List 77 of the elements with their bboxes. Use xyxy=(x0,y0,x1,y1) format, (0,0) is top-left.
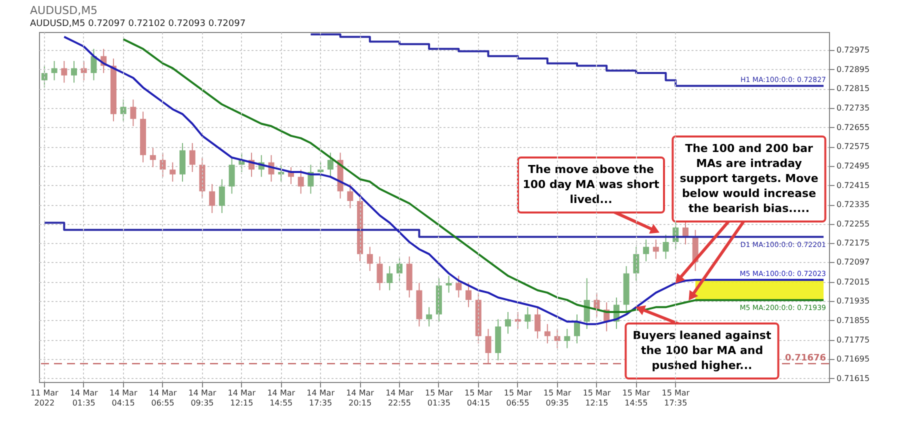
chart-subtitle: AUDUSD,M5 0.72097 0.72102 0.72093 0.72097 xyxy=(30,19,246,29)
x-tick-label: 14 Mar 17:35 xyxy=(306,388,336,408)
candlestick xyxy=(347,184,354,209)
y-tick-label: 0.71775 xyxy=(836,335,870,344)
x-tick-label: 14 Mar 14:55 xyxy=(267,388,296,408)
candlestick xyxy=(298,169,304,194)
candlestick xyxy=(662,234,669,260)
x-tick-label: 14 Mar 12:15 xyxy=(228,388,256,408)
y-tick-label: 0.71615 xyxy=(836,374,870,383)
candlestick xyxy=(218,178,225,214)
candlestick xyxy=(189,142,196,172)
candlestick xyxy=(574,314,580,344)
y-tick-label: 0.72415 xyxy=(836,180,870,190)
candlestick xyxy=(504,312,511,334)
x-tick-label: 11 Mar 2022 xyxy=(30,388,60,408)
y-tick-label: 0.72975 xyxy=(836,46,870,55)
x-tick-label: 14 Mar 09:35 xyxy=(188,388,217,408)
x-tick-label: 14 Mar 20:15 xyxy=(346,388,375,408)
candlestick xyxy=(456,275,462,298)
x-tick-label: 15 Mar 14:55 xyxy=(622,388,651,408)
candlestick xyxy=(327,152,334,178)
y-tick-label: 0.72575 xyxy=(836,142,870,152)
x-tick-label: 14 Mar 06:55 xyxy=(148,388,178,408)
candlestick xyxy=(278,164,284,182)
candlestick xyxy=(150,147,156,168)
y-tick-label: 0.72895 xyxy=(836,64,870,74)
x-tick-label: 14 Mar 01:35 xyxy=(70,388,98,408)
x-tick-label: 15 Mar 06:55 xyxy=(504,388,532,408)
y-tick-label: 0.72097 xyxy=(836,258,870,267)
candlestick xyxy=(61,60,68,84)
y-tick-label: 0.72735 xyxy=(836,104,870,113)
candlestick xyxy=(51,60,58,81)
candlestick xyxy=(544,324,550,344)
candlestick xyxy=(524,306,531,330)
y-tick-label: 0.72015 xyxy=(836,277,870,286)
ref-line-label: 0.71676 xyxy=(785,354,826,364)
x-tick-label: 15 Mar 17:35 xyxy=(662,388,690,408)
y-tick-label: 0.72255 xyxy=(836,219,870,228)
candlestick xyxy=(376,256,383,291)
y-tick-label: 0.71935 xyxy=(836,296,870,306)
candlestick xyxy=(318,162,324,180)
candlestick xyxy=(228,157,235,194)
candlestick xyxy=(514,312,521,330)
y-tick-label: 0.72495 xyxy=(836,161,870,170)
annotation: Buyers leaned against the 100 bar MA and pushed higher... xyxy=(632,329,772,372)
candlestick xyxy=(209,184,216,214)
y-tick-label: 0.71855 xyxy=(836,316,870,325)
x-tick-label: 15 Mar 01:35 xyxy=(425,388,454,408)
chart-title: AUDUSD,M5 xyxy=(30,4,98,17)
candlestick xyxy=(71,60,78,84)
y-tick-label: 0.72815 xyxy=(836,84,870,94)
annotation: The 100 and 200 bar MAs are intraday support targets. Move below would increase the bearish bias..... xyxy=(680,142,818,215)
candlestick xyxy=(366,246,373,272)
candlestick xyxy=(534,306,541,340)
candlestick xyxy=(130,99,136,127)
candlestick xyxy=(80,60,87,81)
x-tick-label: 14 Mar 22:55 xyxy=(386,388,414,408)
candlestick xyxy=(386,266,393,291)
x-tick-label: 15 Mar 12:15 xyxy=(582,388,612,408)
candlestick xyxy=(446,275,452,294)
x-tick-label: 14 Mar 04:15 xyxy=(109,388,138,408)
candlestick xyxy=(466,282,472,308)
x-tick-label: 15 Mar 09:35 xyxy=(543,388,572,408)
y-tick-label: 0.72175 xyxy=(836,238,870,248)
y-tick-label: 0.71695 xyxy=(836,354,870,364)
annotation: The move above the 100 day MA was short lived... xyxy=(522,163,660,206)
candlestick xyxy=(90,48,97,81)
y-tick-label: 0.72655 xyxy=(836,122,870,132)
candlestick xyxy=(170,162,176,182)
candlestick xyxy=(485,328,492,364)
candlestick xyxy=(426,306,432,327)
y-tick-label: 0.72335 xyxy=(836,200,870,210)
candlestick xyxy=(652,239,659,260)
candlestick xyxy=(160,152,166,178)
candlestick xyxy=(564,328,570,349)
x-tick-label: 15 Mar 04:15 xyxy=(464,388,493,408)
candlestick xyxy=(643,239,650,262)
